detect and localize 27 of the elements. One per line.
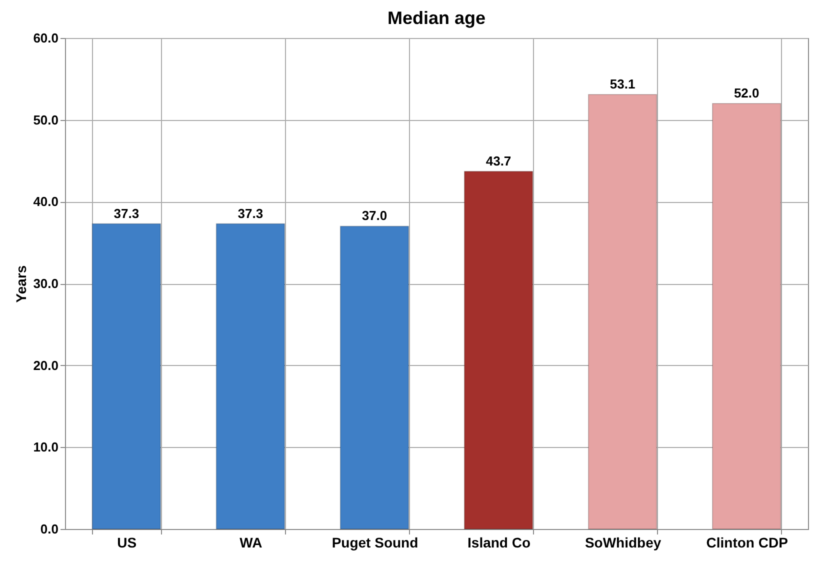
- bar: [92, 223, 162, 530]
- bar: [712, 102, 782, 530]
- x-tick-label: Island Co: [468, 534, 531, 550]
- bar: [340, 226, 410, 530]
- bar: [216, 223, 286, 530]
- y-tick-label: 50.0: [33, 112, 58, 128]
- x-tick-label: WA: [240, 534, 262, 550]
- data-label: 53.1: [610, 76, 636, 92]
- bar: [464, 170, 534, 530]
- x-tick-label: US: [117, 534, 137, 550]
- data-label: 37.3: [114, 206, 140, 221]
- x-tick-label: SoWhidbey: [584, 534, 662, 550]
- x-tick-label: Clinton CDP: [706, 534, 788, 550]
- y-tick-label: 20.0: [33, 358, 58, 373]
- y-tick-label: 60.0: [33, 30, 58, 46]
- y-tick-label: 30.0: [33, 276, 58, 291]
- bar: [588, 94, 658, 530]
- y-tick-label: 0.0: [40, 522, 58, 536]
- y-tick-label: 10.0: [33, 440, 58, 455]
- data-label: 37.3: [238, 206, 264, 221]
- chart-title: Median age: [387, 8, 486, 28]
- y-axis-title: Years: [13, 265, 30, 303]
- x-tick-label: Puget Sound: [332, 534, 418, 550]
- data-label: 52.0: [734, 85, 760, 100]
- y-tick-label: 40.0: [33, 194, 58, 210]
- data-label: 43.7: [486, 153, 512, 168]
- data-label: 37.0: [362, 208, 388, 224]
